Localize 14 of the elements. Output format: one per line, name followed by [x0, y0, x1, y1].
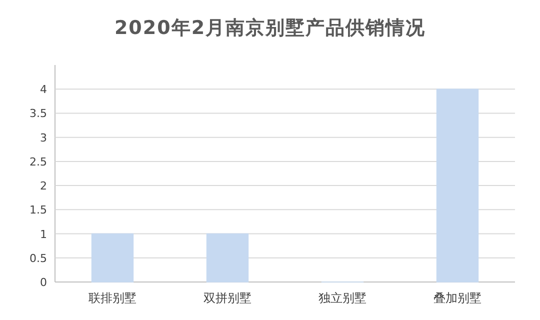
x-tick-label: 联排别墅 — [88, 291, 136, 305]
x-tick-label: 双拼别墅 — [204, 291, 252, 305]
y-tick-label: 2.5 — [30, 155, 47, 168]
y-tick-label: 2 — [40, 180, 47, 193]
y-tick-label: 1 — [40, 228, 47, 241]
x-tick-label: 独立别墅 — [318, 291, 366, 305]
y-tick-label: 4 — [40, 83, 47, 96]
y-tick-label: 0 — [40, 276, 47, 289]
x-tick-label: 叠加别墅 — [434, 291, 482, 305]
chart-title: 2020年2月南京别墅产品供销情况 — [114, 17, 426, 39]
y-tick-label: 3 — [40, 131, 47, 144]
y-tick-label: 1.5 — [30, 204, 47, 217]
y-tick-label: 0.5 — [30, 252, 47, 265]
y-tick-label: 3.5 — [30, 107, 47, 120]
